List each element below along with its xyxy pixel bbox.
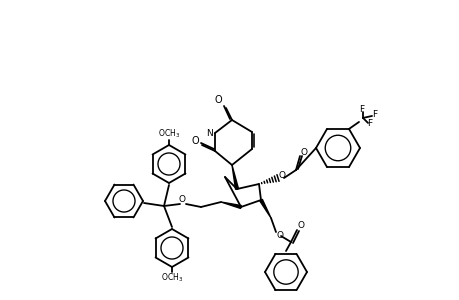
Text: O: O (276, 230, 283, 239)
Text: OCH$_3$: OCH$_3$ (157, 128, 179, 140)
Text: O: O (214, 95, 221, 105)
Text: O: O (297, 221, 304, 230)
Text: O: O (278, 170, 285, 179)
Text: F: F (358, 105, 364, 114)
Text: F: F (367, 119, 372, 128)
Polygon shape (220, 202, 241, 208)
Text: O: O (300, 148, 307, 157)
Text: F: F (372, 110, 377, 119)
Text: OCH$_3$: OCH$_3$ (161, 272, 183, 284)
Polygon shape (259, 199, 270, 218)
Polygon shape (231, 165, 238, 189)
Text: N: N (206, 128, 213, 137)
Text: O: O (178, 196, 185, 205)
Text: O: O (191, 136, 198, 146)
